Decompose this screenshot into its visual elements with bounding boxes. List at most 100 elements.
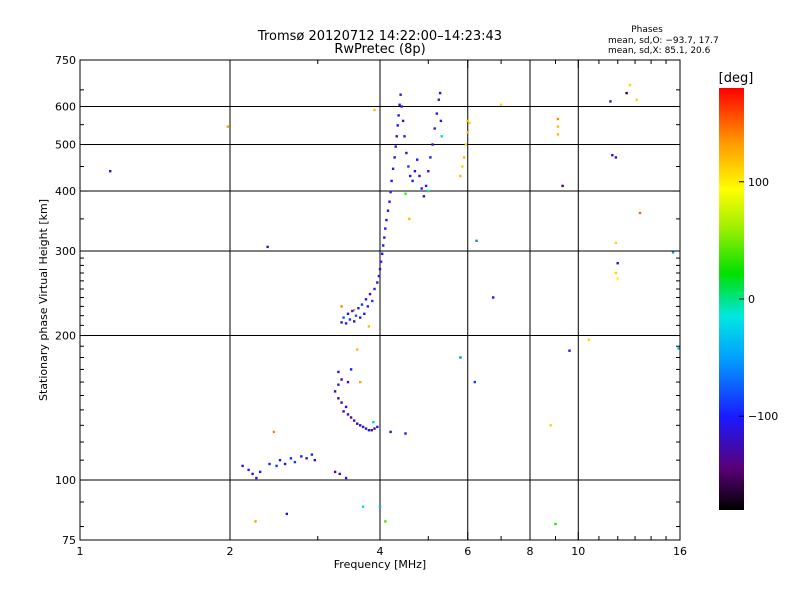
data-point [440, 135, 443, 138]
data-point [433, 127, 436, 130]
data-point [556, 133, 560, 136]
data-point [251, 472, 254, 476]
data-point [431, 143, 434, 146]
data-point [368, 292, 372, 296]
data-point [464, 143, 468, 146]
x-tick-label: 16 [673, 545, 687, 558]
data-point [349, 368, 353, 371]
data-point [359, 316, 362, 319]
data-point [461, 165, 464, 168]
data-point [404, 192, 407, 195]
data-point [371, 299, 374, 303]
data-point [344, 476, 348, 480]
data-point [360, 303, 364, 306]
x-tick-label: 10 [571, 545, 585, 558]
y-axis-label: Stationary phase Virtual Height [km] [37, 199, 50, 401]
data-point [462, 156, 466, 159]
data-point [382, 244, 385, 247]
data-point [289, 457, 293, 460]
data-point [367, 325, 371, 328]
data-point [468, 121, 471, 124]
data-point [616, 262, 619, 265]
x-tick-label: 1 [77, 545, 84, 558]
data-point [353, 308, 356, 312]
data-point [356, 422, 359, 425]
data-point [418, 174, 421, 178]
data-point [349, 416, 353, 419]
data-point [378, 267, 382, 271]
data-point [459, 356, 462, 359]
data-point [379, 260, 383, 263]
y-axis-ticks: 75 100 200 300 400 500 600 750 [55, 54, 680, 547]
data-point [429, 156, 432, 159]
y-tick-label: 600 [55, 101, 76, 114]
y-tick-label: 100 [55, 474, 76, 487]
data-point [337, 397, 340, 400]
data-point [373, 108, 376, 112]
data-point [614, 156, 618, 159]
data-point [397, 114, 400, 117]
data-point [609, 100, 612, 103]
data-point [366, 305, 369, 308]
data-point [435, 112, 438, 115]
x-axis-ticks: 1 2 4 6 8 10 16 [77, 60, 687, 558]
y-tick-label: 750 [55, 54, 76, 67]
data-point [625, 91, 628, 95]
data-point [359, 424, 362, 427]
data-point [411, 179, 414, 183]
chart-subtitle: RwPretec (8p) [334, 42, 425, 57]
data-point [293, 460, 297, 464]
data-point [554, 522, 557, 526]
data-point [353, 419, 356, 422]
data-point [611, 154, 614, 157]
data-point [409, 174, 412, 178]
data-point [422, 195, 426, 198]
data-point [266, 245, 269, 249]
y-tick-label: 300 [55, 245, 76, 258]
x-tick-label: 6 [464, 545, 471, 558]
data-point [310, 453, 314, 456]
data-point [475, 239, 478, 242]
data-point [437, 98, 440, 101]
data-point [344, 405, 348, 409]
data-point [367, 429, 371, 432]
data-point [376, 281, 379, 284]
data-point [272, 430, 276, 434]
data-point [587, 338, 590, 341]
data-point [400, 105, 403, 108]
data-point [638, 211, 642, 215]
data-point [337, 370, 340, 374]
data-point [386, 209, 390, 212]
data-point [407, 165, 410, 168]
data-point [342, 316, 345, 319]
data-point [340, 321, 343, 324]
data-point [340, 378, 343, 381]
data-point [466, 119, 469, 123]
data-point [300, 455, 303, 458]
data-point [338, 472, 341, 476]
data-point [492, 296, 495, 299]
data-point [259, 470, 262, 474]
data-point [226, 125, 229, 128]
data-point [353, 320, 356, 323]
x-tick-label: 2 [227, 545, 234, 558]
data-point [305, 457, 308, 460]
data-point [361, 505, 365, 508]
data-point [254, 520, 257, 523]
data-point [396, 124, 399, 127]
data-point [364, 427, 368, 430]
data-point [377, 274, 381, 278]
data-point [393, 156, 396, 159]
y-tick-label: 75 [62, 534, 76, 547]
y-tick-label: 200 [55, 330, 76, 343]
data-point [359, 380, 362, 384]
data-point [614, 241, 618, 244]
data-point [395, 135, 398, 138]
data-point [346, 312, 350, 315]
data-point [439, 119, 443, 123]
data-point [346, 380, 350, 384]
data-point [313, 459, 316, 462]
colorbar-tick-label: 100 [748, 176, 769, 189]
data-point [628, 83, 632, 87]
